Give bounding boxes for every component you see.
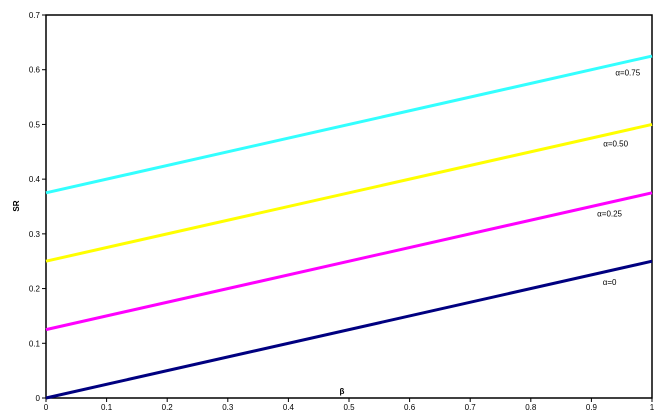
x-tick-label: 0.2: [162, 403, 174, 412]
series-line: [45, 54, 653, 195]
y-axis-label: SR: [12, 200, 21, 211]
y-tick-label: 0.1: [29, 339, 41, 348]
series-line: [45, 259, 653, 400]
x-tick-label: 0: [44, 403, 49, 412]
y-tick-label: 0.2: [29, 285, 41, 294]
x-tick-label: 0.4: [283, 403, 295, 412]
x-tick-label: 0.7: [465, 403, 477, 412]
y-tick-label: 0.5: [29, 120, 41, 129]
x-tick-label: 0.9: [586, 403, 598, 412]
x-tick-label: 0.5: [343, 403, 355, 412]
series-label: α=0.50: [603, 140, 628, 149]
series-label: α=0: [603, 278, 617, 287]
y-tick-label: 0: [36, 394, 41, 403]
axis-ticks: 0 0.1 0.2 0.3 0.4 0.5 0.6 0.7 0.8 0.9 1 0 0.1 0.2 0.3 0…: [29, 11, 655, 412]
x-tick-label: 1: [650, 403, 655, 412]
series-line: [45, 122, 653, 263]
y-tick-label: 0.3: [29, 230, 41, 239]
x-tick-label: 0.3: [222, 403, 234, 412]
series-group: [45, 54, 653, 400]
x-tick-label: 0.1: [101, 403, 113, 412]
series-label: α=0.75: [615, 69, 640, 78]
y-tick-label: 0.6: [29, 66, 41, 75]
x-tick-label: 0.6: [404, 403, 416, 412]
y-tick-label: 0.4: [29, 175, 41, 184]
x-axis-label: β: [340, 387, 345, 396]
series-labels: α=0 α=0.25 α=0.50 α=0.75: [597, 69, 641, 287]
x-tick-label: 0.8: [525, 403, 537, 412]
series-label: α=0.25: [597, 209, 622, 218]
y-tick-label: 0.7: [29, 11, 41, 20]
series-line: [45, 191, 653, 332]
plot-area: [45, 14, 653, 399]
